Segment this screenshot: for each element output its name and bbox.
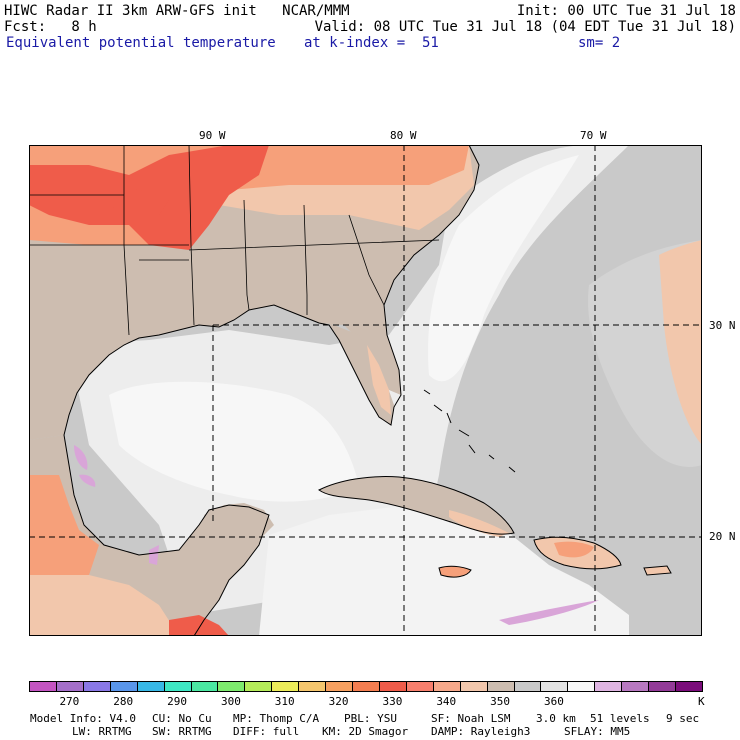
valid-time: Valid: 08 UTC Tue 31 Jul 18 (04 EDT Tue …: [314, 19, 736, 35]
lon-label-90w: 90 W: [199, 129, 226, 142]
colorbar-cell: [594, 681, 623, 692]
land-hot-patch-2: [89, 185, 169, 215]
footer-resolution: 3.0 km: [536, 712, 576, 725]
mexico-warm: [29, 475, 99, 585]
model-title: HIWC Radar II 3km ARW-GFS init NCAR/MMM: [4, 3, 350, 19]
lon-label-80w: 80 W: [390, 129, 417, 142]
colorbar-cell: [459, 681, 488, 692]
jamaica-land: [439, 566, 471, 578]
colorbar-tick-label: 270: [59, 695, 80, 708]
central-america-hot: [169, 615, 229, 636]
lavender-patch-gulf: [74, 445, 88, 470]
lavender-patch-gulf-2: [79, 474, 96, 487]
colorbar-cell: [621, 681, 650, 692]
colorbar-cell: [432, 681, 461, 692]
florida-land: [329, 323, 394, 425]
map-frame: [29, 145, 702, 636]
puerto-rico-land: [644, 566, 671, 575]
hispaniola-hot: [554, 541, 594, 558]
us-coastline: [63, 145, 480, 636]
ocean-white-gulf: [109, 381, 359, 502]
colorbar-tick-label: 310: [274, 695, 295, 708]
colorbar-cell: [648, 681, 677, 692]
lavender-patch-caribbean: [499, 600, 599, 625]
colorbar-units: K: [698, 695, 705, 708]
colorbar-cell: [405, 681, 434, 692]
init-time: Init: 00 UTC Tue 31 Jul 18: [516, 3, 736, 19]
ocean-mild-east: [659, 240, 702, 445]
colorbar-cell: [82, 681, 111, 692]
colorbar-cell: [513, 681, 542, 692]
hispaniola-coast: [533, 536, 622, 570]
colorbar-cell: [244, 681, 273, 692]
cuba-warm: [449, 510, 509, 537]
footer-sw: SW: RRTMG: [152, 725, 212, 738]
colorbar-cell: [136, 681, 165, 692]
jamaica-coast: [438, 565, 472, 578]
footer-sf: SF: Noah LSM: [431, 712, 511, 725]
forecast-hour: Fcst: 8 h: [4, 19, 97, 35]
footer-lw: LW: RRTMG: [72, 725, 132, 738]
footer-timestep: 9 sec: [666, 712, 700, 725]
colorbar-cell: [190, 681, 219, 692]
colorbar-cell: [163, 681, 192, 692]
colorbar-cell: [567, 681, 596, 692]
bahamas-coast: [423, 389, 516, 473]
lat-label-30n: 30 N: [709, 319, 736, 332]
footer-km: KM: 2D Smagor: [322, 725, 409, 738]
lat-label-20n: 20 N: [709, 530, 736, 543]
colorbar-tick-label: 360: [544, 695, 564, 708]
colorbar-cell: [29, 681, 57, 692]
colorbar-tick-label: 280: [113, 695, 134, 708]
smoothing-label: sm= 2: [578, 35, 621, 51]
colorbar-cell: [298, 681, 327, 692]
colorbar-cell: [109, 681, 138, 692]
graticule: [29, 145, 702, 636]
colorbar-tick-label: 350: [490, 695, 511, 708]
colorbar-tick-label: 340: [436, 695, 457, 708]
colorbar-cell: [486, 681, 515, 692]
footer-levels: 51 levels: [590, 712, 650, 725]
colorbar-cell: [325, 681, 354, 692]
mexico-mild: [29, 575, 179, 636]
colorbar-tick-label: 290: [167, 695, 187, 708]
colorbar-cell: [271, 681, 300, 692]
footer-sflay: SFLAY: MM5: [564, 725, 631, 738]
theta-e-map: [29, 145, 702, 636]
colorbar-cell: [55, 681, 84, 692]
colorbar-cell: [378, 681, 407, 692]
colorbar-cell: [540, 681, 569, 692]
colorbar-tick-label: 320: [328, 695, 349, 708]
footer-model-info: Model Info: V4.0: [30, 712, 136, 725]
colorbar-tick-label: 300: [220, 695, 241, 708]
state-borders: [29, 145, 440, 336]
footer-mp: MP: Thomp C/A: [233, 712, 320, 725]
puerto-rico-coast: [643, 565, 672, 576]
level-label: at k-index = 51: [304, 35, 439, 51]
footer-damp: DAMP: Rayleigh3: [431, 725, 531, 738]
colorbar-cell: [352, 681, 380, 692]
cuba-coast: [318, 476, 515, 535]
lavender-patch-south: [149, 545, 159, 565]
footer-diff: DIFF: full: [233, 725, 300, 738]
yucatan-land: [204, 503, 274, 545]
field-name: Equivalent potential temperature: [6, 35, 276, 51]
florida-warm: [367, 345, 391, 415]
lon-label-70w: 70 W: [580, 129, 607, 142]
footer-cu: CU: No Cu: [152, 712, 212, 725]
footer-pbl: PBL: YSU: [344, 712, 397, 725]
colorbar-cell: [675, 681, 703, 692]
coastline-group: [29, 145, 672, 636]
colorbar-cell: [217, 681, 246, 692]
colorbar-tick-label: 330: [382, 695, 403, 708]
